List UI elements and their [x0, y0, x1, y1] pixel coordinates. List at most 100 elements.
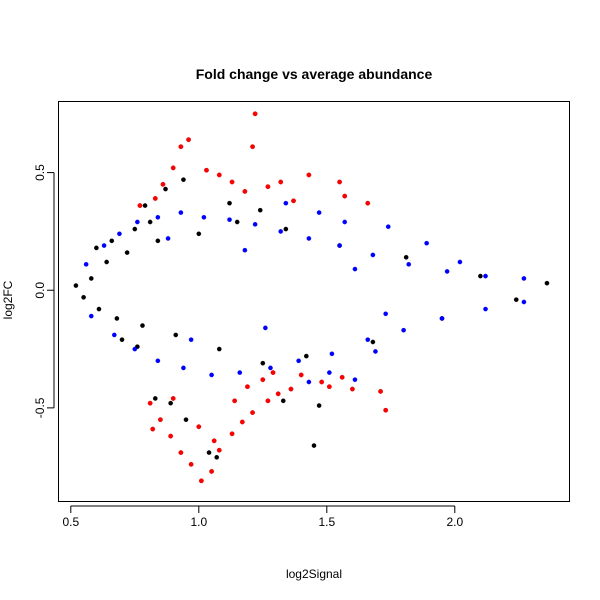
data-point: [278, 229, 284, 234]
data-point: [283, 200, 289, 206]
data-point: [370, 252, 376, 258]
data-point: [155, 358, 161, 364]
data-point: [181, 365, 186, 371]
data-point: [114, 316, 120, 321]
data-point: [216, 346, 222, 352]
data-point: [181, 177, 186, 182]
data-point: [239, 419, 245, 425]
data-point: [306, 379, 312, 385]
data-point: [232, 398, 238, 404]
data-point: [229, 431, 235, 437]
data-point: [109, 238, 115, 244]
data-point: [198, 478, 204, 484]
data-point: [544, 280, 550, 286]
data-point: [188, 337, 194, 342]
data-point: [339, 374, 345, 380]
x-axis-label: log2Signal: [286, 567, 342, 581]
data-point: [96, 306, 102, 312]
data-point: [370, 339, 376, 345]
data-point: [424, 240, 429, 246]
data-point: [88, 276, 94, 281]
data-point: [234, 219, 240, 225]
data-point: [252, 222, 258, 227]
data-point: [135, 219, 140, 225]
data-point: [211, 438, 217, 444]
data-point: [178, 144, 184, 150]
data-point: [165, 236, 171, 241]
data-point: [316, 403, 322, 408]
data-point: [196, 424, 202, 430]
data-point: [227, 217, 232, 222]
plot-area-frame: [58, 101, 570, 502]
data-point: [383, 311, 388, 317]
data-point: [157, 417, 163, 423]
data-point: [250, 144, 255, 150]
data-point: [439, 316, 445, 321]
series-group-blue: [83, 200, 527, 385]
data-point: [227, 200, 232, 206]
data-point: [278, 179, 284, 185]
data-point: [173, 332, 179, 338]
data-point: [316, 210, 322, 215]
data-point: [81, 294, 86, 300]
y-axis-label: log2FC: [1, 280, 15, 319]
data-point: [94, 245, 99, 251]
data-point: [214, 454, 220, 460]
data-point: [288, 386, 294, 392]
data-point: [306, 172, 312, 178]
x-tick-label: 1.5: [318, 515, 335, 529]
data-point: [152, 396, 158, 401]
data-point: [132, 226, 138, 232]
data-point: [329, 351, 335, 357]
data-point: [201, 214, 207, 220]
data-point: [242, 247, 248, 253]
data-point: [188, 461, 194, 467]
data-point: [457, 259, 463, 265]
y-tick-label: 0.0: [33, 282, 47, 299]
data-point: [83, 262, 89, 267]
data-point: [260, 360, 266, 366]
data-point: [352, 377, 358, 382]
data-point: [237, 370, 243, 375]
data-point: [283, 226, 289, 232]
data-point: [204, 167, 209, 173]
data-point: [296, 358, 301, 364]
x-axis: 0.5 1.0 1.5 2.0: [62, 505, 463, 529]
data-point: [280, 398, 286, 404]
x-tick-label: 2.0: [446, 515, 463, 529]
data-point: [140, 323, 145, 328]
y-tick-label: -0.5: [33, 397, 47, 418]
data-point: [186, 137, 191, 143]
data-point: [319, 379, 325, 385]
data-point: [260, 377, 266, 383]
data-point: [124, 250, 130, 255]
data-point: [101, 243, 107, 248]
data-point: [298, 372, 304, 378]
data-point: [178, 210, 184, 215]
data-point: [229, 179, 235, 185]
data-point: [265, 184, 271, 190]
data-point: [209, 469, 215, 474]
data-point: [337, 243, 342, 248]
data-point: [383, 407, 389, 413]
data-point: [216, 172, 222, 178]
data-point: [160, 181, 166, 187]
data-point: [142, 203, 148, 208]
data-point: [170, 165, 176, 171]
data-point: [155, 238, 161, 244]
data-point: [337, 179, 342, 185]
data-point: [342, 219, 348, 225]
data-point: [265, 398, 271, 404]
data-point: [483, 306, 488, 312]
data-point: [263, 325, 268, 331]
data-point: [304, 353, 309, 359]
data-point: [291, 198, 296, 204]
data-point: [352, 266, 358, 272]
data-point: [196, 231, 202, 237]
data-point: [342, 193, 348, 199]
data-point: [132, 346, 138, 352]
data-point: [268, 365, 273, 371]
points-layer: [73, 111, 550, 484]
